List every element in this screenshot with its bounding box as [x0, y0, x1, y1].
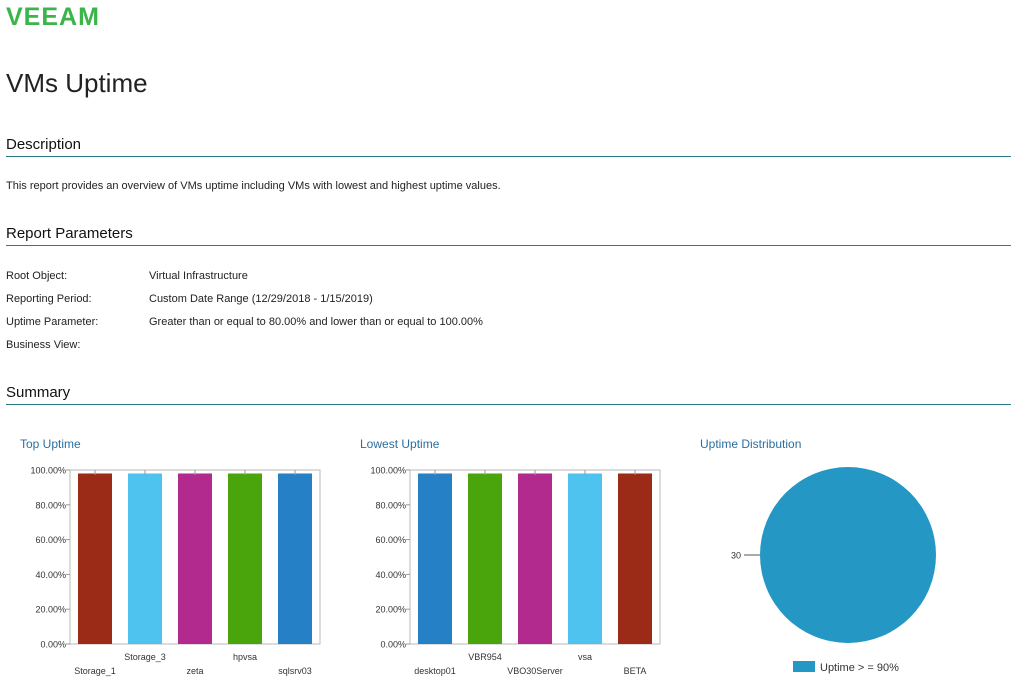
- param-value: Custom Date Range (12/29/2018 - 1/15/201…: [149, 293, 373, 305]
- y-tick-label: 0.00%: [380, 640, 406, 650]
- description-divider: [6, 156, 1011, 157]
- uptime-distribution-chart: 30: [731, 467, 936, 643]
- x-tick-label: Storage_1: [74, 666, 116, 676]
- top-uptime-chart: 0.00% 20.00% 40.00% 60.00% 80.00% 100.00% Stor…: [30, 466, 321, 676]
- bar: [128, 473, 162, 644]
- bar: [518, 473, 552, 644]
- x-tick-label: VBO30Server: [507, 666, 563, 676]
- param-label: Reporting Period:: [6, 293, 92, 305]
- y-tick-label: 0.00%: [40, 640, 66, 650]
- y-tick-label: 60.00%: [375, 535, 406, 545]
- bar: [418, 473, 452, 644]
- bar: [178, 473, 212, 644]
- veeam-logo: VEEAM: [6, 3, 100, 31]
- y-tick-label: 100.00%: [30, 466, 66, 476]
- bar: [228, 473, 262, 644]
- y-tick-label: 40.00%: [35, 570, 66, 580]
- legend-swatch: [793, 661, 815, 672]
- param-value: Virtual Infrastructure: [149, 270, 248, 282]
- param-row-uptime-parameter: Uptime Parameter: Greater than or equal …: [6, 316, 706, 332]
- param-label: Business View:: [6, 339, 81, 351]
- bar: [468, 473, 502, 644]
- param-row-business-view: Business View:: [6, 339, 706, 355]
- y-tick-label: 60.00%: [35, 535, 66, 545]
- report-parameters-heading: Report Parameters: [6, 225, 133, 242]
- pie-data-label: 30: [731, 551, 741, 561]
- y-tick-label: 40.00%: [375, 570, 406, 580]
- y-tick-label: 100.00%: [370, 466, 406, 476]
- x-tick-label: Storage_3: [124, 652, 166, 662]
- y-tick-label: 20.00%: [35, 605, 66, 615]
- lowest-uptime-chart-title: Lowest Uptime: [360, 437, 440, 451]
- x-tick-label: BETA: [624, 666, 647, 676]
- x-tick-label: VBR954: [468, 652, 502, 662]
- y-tick-label: 80.00%: [375, 500, 406, 510]
- summary-heading: Summary: [6, 384, 71, 401]
- x-tick-label: zeta: [186, 666, 203, 676]
- pie-legend: Uptime > = 90%: [793, 661, 899, 675]
- uptime-distribution-chart-title: Uptime Distribution: [700, 437, 802, 451]
- summary-divider: [6, 404, 1011, 405]
- description-heading: Description: [6, 136, 82, 153]
- y-tick-label: 80.00%: [35, 500, 66, 510]
- lowest-uptime-chart: 0.00% 20.00% 40.00% 60.00% 80.00% 100.00% desk…: [370, 466, 661, 676]
- x-tick-label: hpvsa: [233, 652, 257, 662]
- pie-slice: [760, 467, 936, 643]
- param-label: Uptime Parameter:: [6, 316, 99, 328]
- bar: [618, 473, 652, 644]
- param-row-reporting-period: Reporting Period: Custom Date Range (12/…: [6, 293, 706, 309]
- param-row-root-object: Root Object: Virtual Infrastructure: [6, 270, 706, 286]
- top-uptime-chart-title: Top Uptime: [20, 437, 81, 451]
- bar: [278, 473, 312, 644]
- report-parameters-divider: [6, 245, 1011, 246]
- description-text: This report provides an overview of VMs …: [6, 180, 501, 192]
- legend-label: Uptime > = 90%: [820, 662, 899, 674]
- x-tick-label: vsa: [578, 652, 592, 662]
- x-tick-label: sqlsrv03: [278, 666, 312, 676]
- x-tick-label: desktop01: [414, 666, 456, 676]
- y-tick-label: 20.00%: [375, 605, 406, 615]
- param-value: Greater than or equal to 80.00% and lowe…: [149, 316, 483, 328]
- bar: [78, 473, 112, 644]
- page-title: VMs Uptime: [6, 68, 148, 98]
- param-label: Root Object:: [6, 270, 68, 282]
- bar: [568, 473, 602, 644]
